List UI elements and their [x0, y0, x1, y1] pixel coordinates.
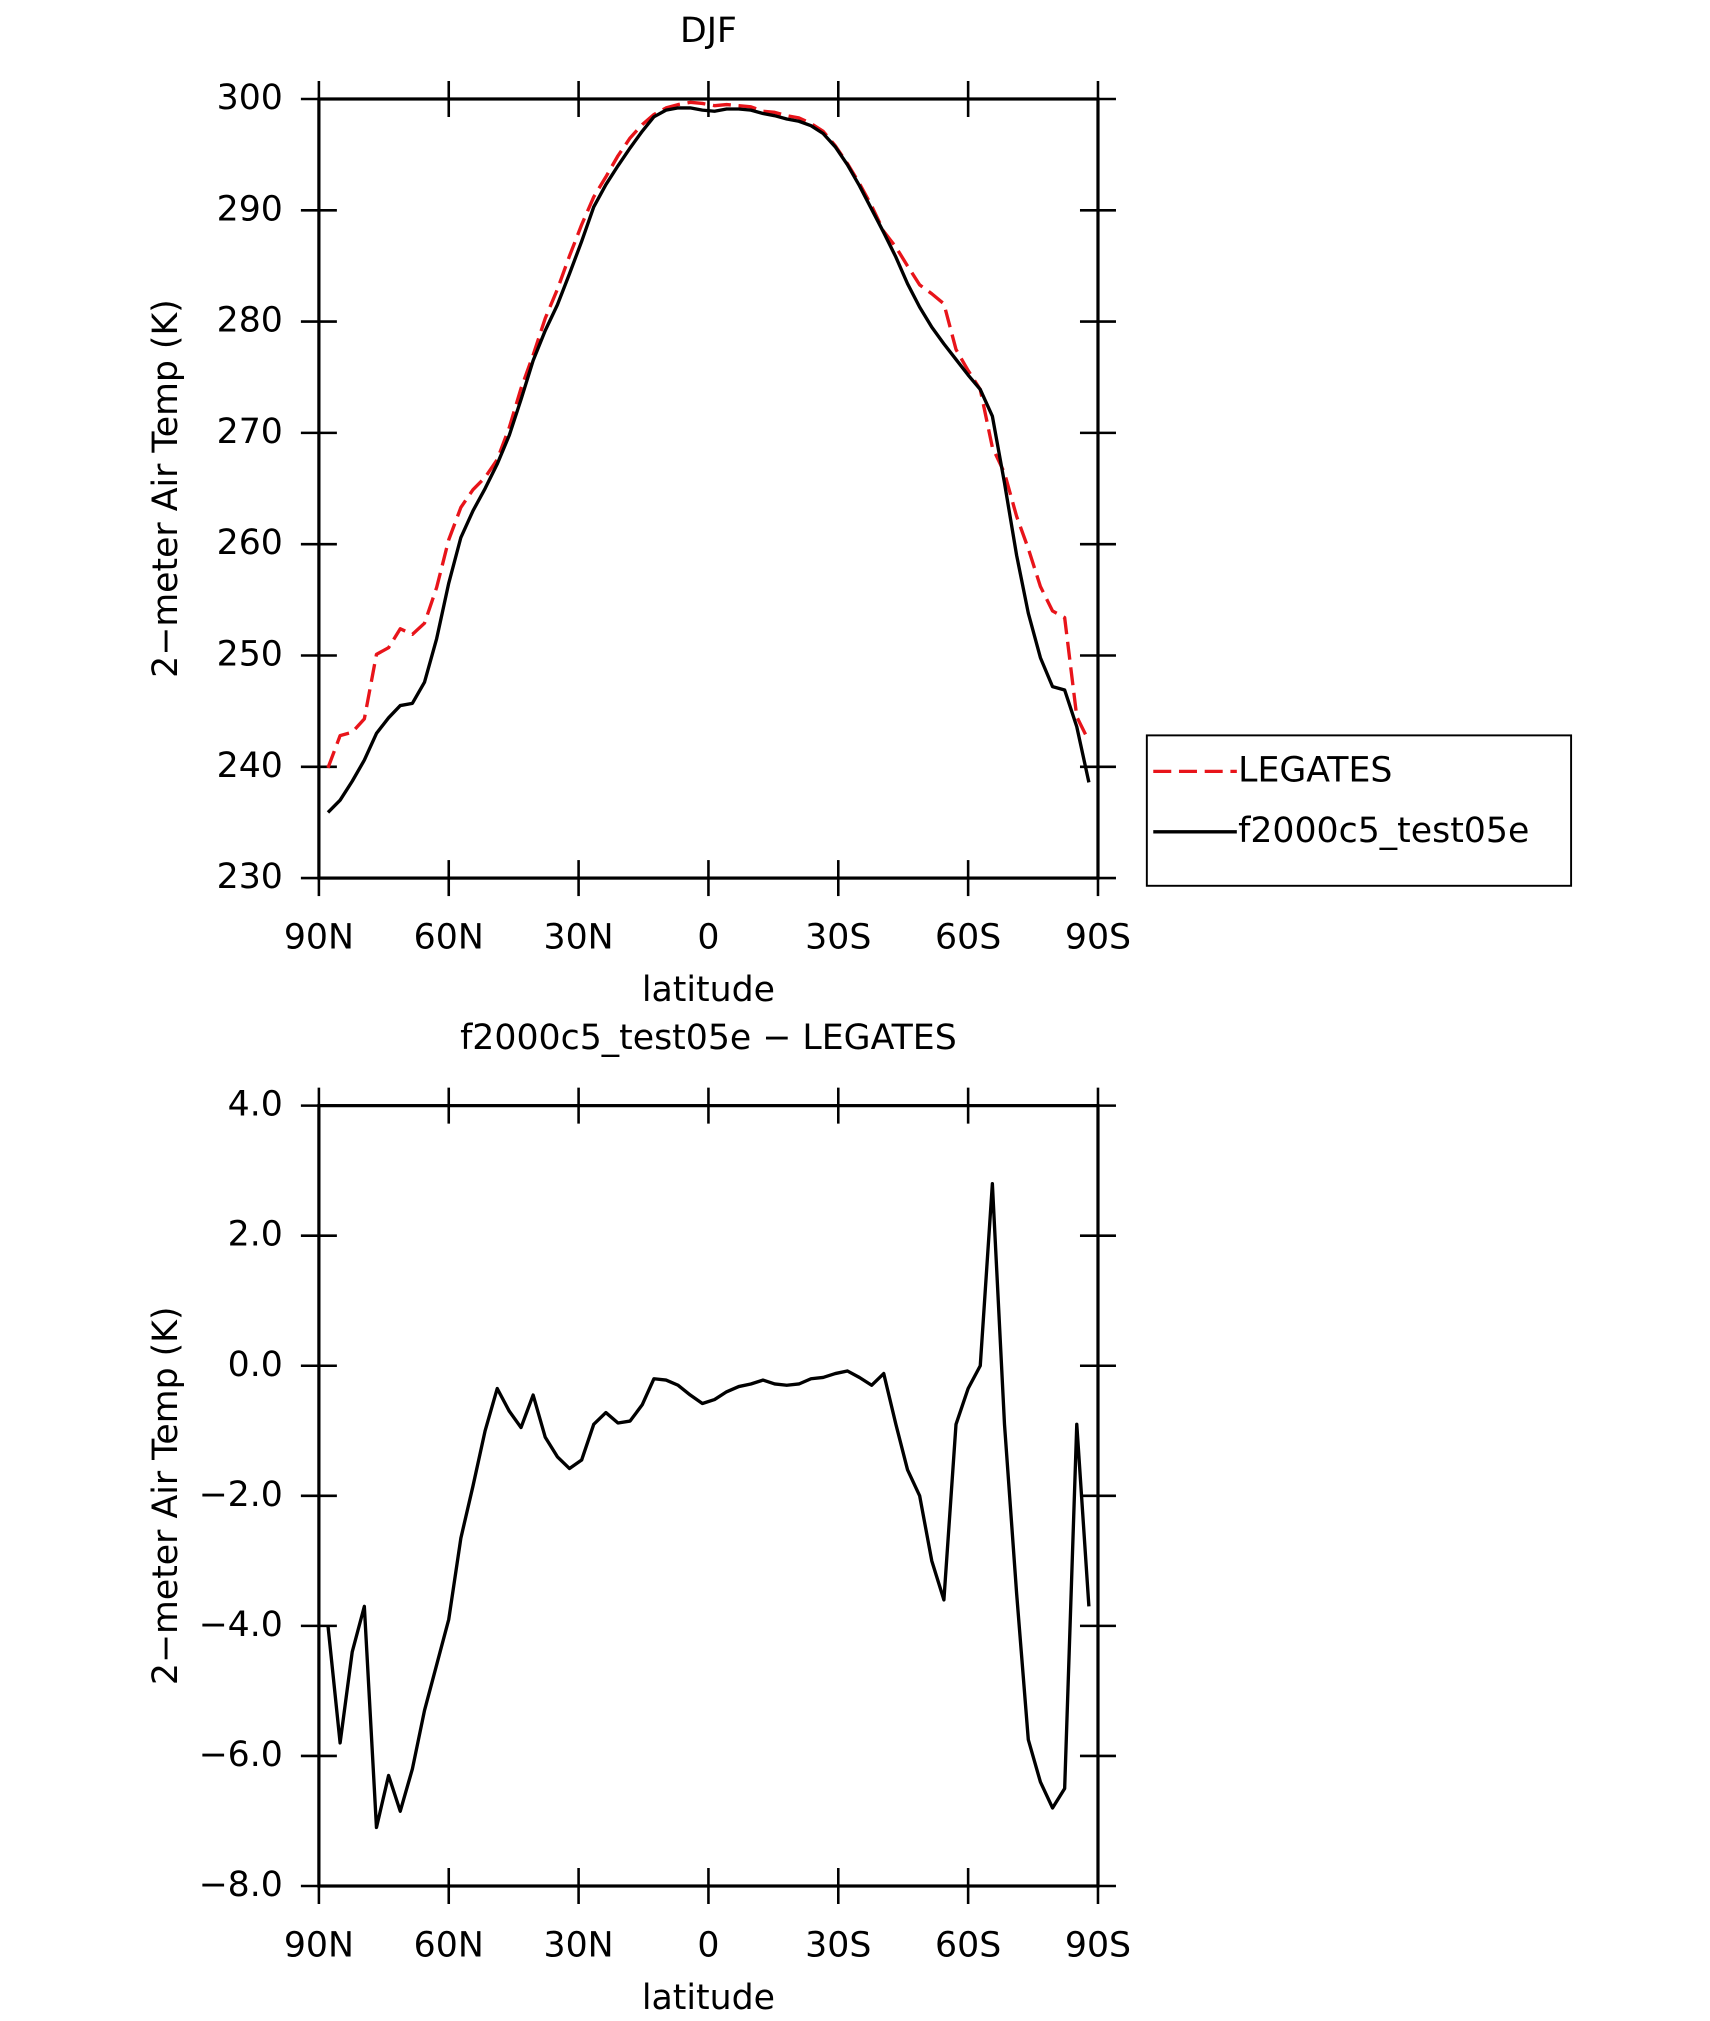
y-tick-label: 230: [217, 857, 283, 897]
x-tick-label: 90N: [284, 1925, 354, 1965]
x-tick-label: 60N: [414, 1925, 484, 1965]
x-tick-label: 30S: [805, 918, 871, 958]
x-axis-label: latitude: [642, 1978, 775, 2018]
y-tick-label: 240: [217, 746, 283, 786]
x-tick-label: 60S: [935, 1925, 1001, 1965]
y-tick-label: 4.0: [228, 1085, 283, 1125]
y-tick-label: 290: [217, 189, 283, 229]
y-tick-label: 2.0: [228, 1215, 283, 1255]
x-axis-label: latitude: [642, 970, 775, 1010]
x-tick-label: 90S: [1065, 918, 1131, 958]
data-line: [326, 106, 1091, 814]
y-tick-label: 0.0: [228, 1345, 283, 1385]
x-tick-label: 60S: [935, 918, 1001, 958]
y-axis-label: 2−meter Air Temp (K): [146, 299, 186, 678]
x-tick-label: 30N: [544, 918, 614, 958]
x-tick-label: 0: [697, 1925, 719, 1965]
y-tick-label: 260: [217, 523, 283, 563]
y-tick-label: 270: [217, 412, 283, 452]
plot-frame: [317, 97, 1100, 880]
y-tick-label: 250: [217, 634, 283, 674]
y-tick-label: 300: [217, 78, 283, 118]
x-tick-label: 90N: [284, 918, 354, 958]
y-axis-label: 2−meter Air Temp (K): [146, 1307, 186, 1686]
y-tick-label: −2.0: [199, 1475, 283, 1515]
legend-box: [1145, 734, 1573, 887]
y-tick-label: −6.0: [199, 1735, 283, 1775]
data-line: [326, 1182, 1091, 1830]
x-tick-label: 90S: [1065, 1925, 1131, 1965]
x-tick-label: 0: [697, 918, 719, 958]
y-tick-label: −4.0: [199, 1605, 283, 1645]
x-tick-label: 60N: [414, 918, 484, 958]
data-line: [326, 100, 1091, 769]
y-tick-label: −8.0: [199, 1865, 283, 1905]
y-tick-label: 280: [217, 301, 283, 341]
x-tick-label: 30S: [805, 1925, 871, 1965]
x-tick-label: 30N: [544, 1925, 614, 1965]
legend-label: LEGATES: [1238, 750, 1392, 790]
chart-title: f2000c5_test05e − LEGATES: [460, 1018, 957, 1058]
chart-title: DJF: [680, 11, 737, 51]
plot-frame: [317, 1104, 1100, 1888]
legend: LEGATES f2000c5_test05e: [1145, 734, 1573, 887]
legend-label: f2000c5_test05e: [1238, 811, 1529, 851]
